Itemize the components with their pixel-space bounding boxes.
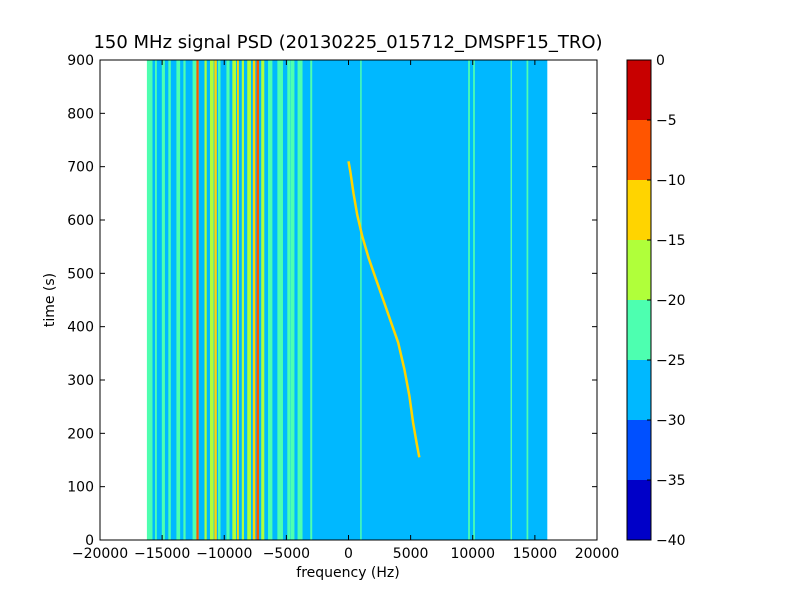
heatmap-band	[247, 60, 251, 540]
heatmap-band	[241, 60, 245, 540]
colorbar-segment	[627, 180, 651, 240]
y-tick-label: 0	[85, 533, 94, 549]
heatmap-band	[510, 60, 513, 540]
colorbar-tick-label: −15	[656, 233, 686, 249]
heatmap-band	[261, 60, 265, 540]
x-axis: −20000 −15000 −10000 −5000 0 5000 10000 15000 20…	[72, 60, 619, 562]
heatmap-band	[256, 60, 260, 540]
x-tick-label: 10000	[450, 546, 495, 562]
heatmap-band	[277, 60, 283, 540]
colorbar-segment	[627, 60, 651, 120]
x-tick-label: 0	[344, 546, 353, 562]
y-axis-label: time (s)	[42, 273, 58, 327]
chart-title: 150 MHz signal PSD (20130225_015712_DMSP…	[93, 32, 602, 53]
colorbar-tick-label: −5	[656, 113, 677, 129]
heatmap-band	[297, 60, 303, 540]
heatmap-band	[214, 60, 217, 540]
x-tick-label: 15000	[513, 546, 558, 562]
colorbar-segment	[627, 480, 651, 540]
heatmap-band	[526, 60, 529, 540]
y-tick-label: 600	[67, 213, 94, 229]
x-tick-label: −10000	[196, 546, 252, 562]
colorbar-tick-label: −20	[656, 293, 686, 309]
heatmap-band	[154, 60, 157, 540]
heatmap-band	[209, 60, 214, 540]
y-tick-label: 100	[67, 480, 94, 496]
y-axis: 0 100 200 300 400 500 600 700 800 900	[67, 53, 597, 549]
colorbar-segment	[627, 360, 651, 420]
colorbar-segment	[627, 240, 651, 300]
colorbar-tick-label: −35	[656, 473, 686, 489]
heatmap-band	[226, 60, 230, 540]
y-tick-label: 200	[67, 426, 94, 442]
y-tick-label: 700	[67, 160, 94, 176]
x-axis-label: frequency (Hz)	[296, 565, 399, 581]
colorbar-tick-label: −25	[656, 353, 686, 369]
y-tick-label: 900	[67, 53, 94, 69]
heatmap-band	[161, 60, 165, 540]
heatmap-band	[204, 60, 207, 540]
heatmap-band	[290, 60, 295, 540]
heatmap-band	[192, 60, 199, 540]
plot-area	[99, 59, 598, 541]
heatmap-band	[252, 60, 256, 540]
heatmap-band	[360, 60, 362, 540]
colorbar-segment	[627, 300, 651, 360]
colorbar-tick-label: −10	[656, 173, 686, 189]
heatmap-layer	[146, 60, 548, 540]
heatmap-background	[149, 60, 548, 540]
colorbar-tick-label: −30	[656, 413, 686, 429]
colorbar-segment	[627, 120, 651, 180]
heatmap-band	[218, 60, 221, 540]
drift-trace-layer	[347, 161, 421, 458]
heatmap-band	[473, 60, 475, 540]
x-tick-label: −20000	[72, 546, 128, 562]
y-tick-label: 500	[67, 266, 94, 282]
heatmap-band	[168, 60, 171, 540]
heatmap-band	[196, 60, 199, 540]
colorbar-tick-label: 0	[656, 53, 665, 69]
heatmap-band	[176, 60, 181, 540]
heatmap-band	[287, 60, 291, 540]
heatmap-band	[468, 60, 470, 540]
y-tick-label: 300	[67, 373, 94, 389]
y-tick-label: 400	[67, 320, 94, 336]
heatmap-band	[183, 60, 186, 540]
y-tick-label: 800	[67, 106, 94, 122]
heatmap-band	[268, 60, 273, 540]
x-tick-label: 5000	[393, 546, 429, 562]
heatmap-band	[310, 60, 313, 540]
colorbar-tick-label: −40	[656, 533, 686, 549]
heatmap-band	[236, 60, 239, 540]
colorbar-segment	[627, 420, 651, 480]
heatmap-band	[232, 60, 237, 540]
heatmap-band	[146, 60, 153, 540]
colorbar: −40 −35 −30 −25 −20 −15 −10 −5 0	[626, 53, 686, 549]
x-tick-label: 20000	[575, 546, 620, 562]
x-tick-label: −5000	[263, 546, 310, 562]
drift-trace	[347, 161, 421, 458]
x-tick-label: −15000	[134, 546, 190, 562]
